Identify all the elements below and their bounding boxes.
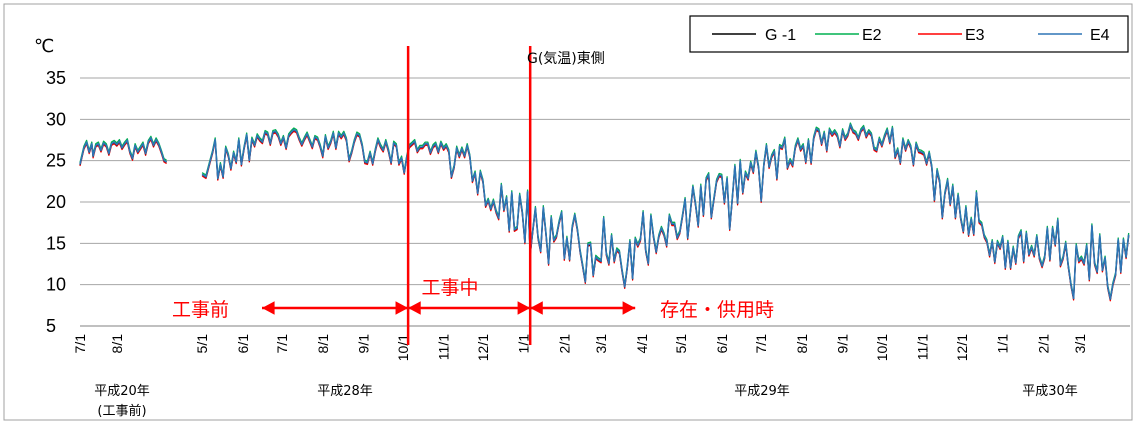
legend-items: G -1 E2 E3 E4 [712, 27, 1110, 44]
x-tick-label: 12/1 [954, 334, 970, 361]
series-lines [79, 122, 1130, 302]
x-axis-year-labels: 平成20年 (工事前) 平成28年 平成29年 平成30年 [94, 384, 1078, 419]
x-tick-label: 8/1 [794, 334, 810, 354]
x-tick-label: 8/1 [109, 334, 125, 354]
x-group-label: 平成28年 [317, 384, 373, 399]
x-axis-ticks: 7/1 8/1 5/1 6/1 7/1 8/1 9/1 10/1 11/1 12/1 1/1 2/1 3… [72, 334, 1088, 361]
y-axis-unit: ℃ [34, 36, 54, 57]
x-group-label: 平成30年 [1022, 384, 1078, 399]
y-tick-label: 15 [46, 233, 66, 253]
y-axis-ticks: 35 30 25 20 15 10 5 [46, 68, 66, 336]
series-line-e4 [79, 137, 168, 165]
chart-title: G(気温)東側 [527, 51, 605, 67]
x-group-label: 平成20年 [94, 384, 150, 399]
x-group-label: 平成29年 [734, 384, 790, 399]
phase-label: 工事中 [421, 277, 478, 299]
x-tick-label: 9/1 [835, 334, 851, 354]
chart-frame [3, 3, 1133, 421]
phase-markers [406, 46, 532, 345]
y-tick-label: 25 [46, 151, 66, 171]
x-tick-label: 1/1 [995, 334, 1011, 354]
x-tick-label: 12/1 [475, 334, 491, 361]
arrow-head [262, 301, 275, 315]
x-tick-label: 5/1 [194, 334, 210, 354]
x-tick-label: 6/1 [714, 334, 730, 354]
x-tick-label: 9/1 [356, 334, 372, 354]
x-tick-label: 7/1 [274, 334, 290, 354]
legend: G -1 E2 E3 E4 [689, 15, 1129, 53]
x-tick-label: 2/1 [1035, 334, 1051, 354]
arrow-head [530, 301, 543, 315]
x-tick-label: 6/1 [235, 334, 251, 354]
x-tick-label: 3/1 [1072, 334, 1088, 354]
x-tick-label: 3/1 [593, 334, 609, 354]
x-tick-label: 7/1 [753, 334, 769, 354]
x-tick-label: 1/1 [516, 334, 532, 354]
x-tick-label: 11/1 [915, 334, 931, 360]
legend-label: E3 [965, 27, 985, 44]
legend-label: E2 [862, 27, 882, 44]
y-tick-label: 10 [46, 275, 66, 295]
phase-label: 工事前 [172, 299, 229, 321]
x-tick-label: 2/1 [556, 334, 572, 354]
phase-label: 存在・供用時 [660, 299, 774, 321]
y-tick-label: 20 [46, 192, 66, 212]
arrow-head [395, 301, 409, 315]
arrow-head [622, 301, 636, 315]
x-group-sublabel: (工事前) [97, 403, 146, 419]
arrow-head [408, 301, 421, 315]
y-tick-label: 5 [46, 316, 56, 336]
x-tick-label: 10/1 [874, 334, 890, 361]
x-tick-label: 8/1 [315, 334, 331, 354]
y-tick-label: 35 [46, 68, 66, 88]
x-tick-label: 11/1 [436, 334, 452, 360]
x-tick-label: 5/1 [673, 334, 689, 354]
x-tick-label: 7/1 [72, 334, 88, 354]
series-line-e4 [201, 123, 1130, 300]
x-tick-label: 4/1 [634, 334, 650, 354]
legend-label: G -1 [765, 27, 796, 44]
y-tick-label: 30 [46, 109, 66, 129]
legend-label: E4 [1090, 27, 1110, 44]
arrow-head [517, 301, 531, 315]
